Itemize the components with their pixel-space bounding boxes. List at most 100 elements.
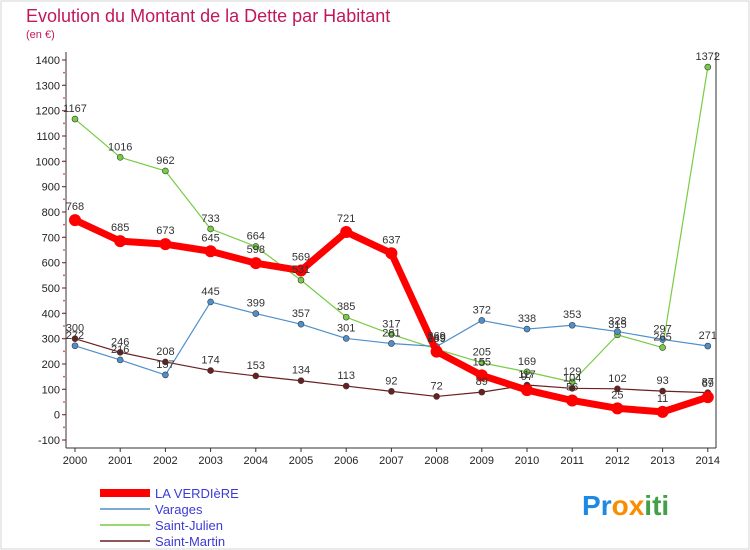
data-point xyxy=(656,405,669,418)
y-tick-label: 500 xyxy=(42,283,60,295)
y-minor-dot xyxy=(63,312,65,315)
x-tick-label: 2013 xyxy=(650,455,674,467)
data-label: 69 xyxy=(702,378,714,390)
logo-letter: x xyxy=(629,490,645,521)
data-point xyxy=(252,310,260,317)
data-point xyxy=(69,214,81,227)
data-point xyxy=(659,344,666,351)
data-point xyxy=(116,153,124,161)
y-minor-dot xyxy=(63,185,65,188)
x-tick-label: 2003 xyxy=(198,455,222,467)
data-point xyxy=(614,328,621,335)
data-point xyxy=(523,325,531,333)
data-label: 102 xyxy=(608,373,626,385)
data-point xyxy=(207,225,214,233)
y-minor-dot xyxy=(63,401,65,403)
x-tick-label: 2002 xyxy=(153,455,177,467)
data-point xyxy=(568,385,576,392)
y-minor-dot xyxy=(63,388,65,391)
data-label: 721 xyxy=(337,213,355,225)
data-point xyxy=(430,345,443,358)
y-minor-dot xyxy=(63,109,65,112)
y-tick-label: 400 xyxy=(42,308,60,320)
data-label: 169 xyxy=(518,356,536,368)
data-label: 157 xyxy=(156,359,174,371)
data-point xyxy=(521,384,533,397)
y-minor-dot xyxy=(63,236,65,239)
data-label: 531 xyxy=(292,264,310,276)
data-label: 385 xyxy=(337,301,355,313)
y-minor-dot xyxy=(63,337,65,340)
y-tick-label: -100 xyxy=(38,435,60,447)
data-label: 1372 xyxy=(696,51,720,63)
data-label: 25 xyxy=(611,389,623,401)
data-point xyxy=(207,367,214,374)
data-point xyxy=(71,342,79,350)
data-label: 11 xyxy=(657,393,668,405)
data-label: 598 xyxy=(247,244,265,256)
data-label: 56 xyxy=(566,381,578,393)
y-minor-dot xyxy=(63,426,65,429)
y-tick-label: 700 xyxy=(42,232,60,244)
data-point xyxy=(252,243,260,250)
data-label: 637 xyxy=(382,234,400,246)
y-minor-dot xyxy=(63,97,65,99)
y-minor-dot xyxy=(63,160,65,163)
data-point xyxy=(340,226,353,239)
x-tick-label: 2004 xyxy=(244,455,268,467)
data-point xyxy=(297,320,305,328)
x-tick-label: 2006 xyxy=(334,455,358,467)
data-point xyxy=(568,321,576,329)
y-minor-dot xyxy=(63,413,65,416)
data-point xyxy=(659,336,666,343)
data-point xyxy=(114,235,127,248)
data-point xyxy=(342,382,350,390)
data-point xyxy=(71,115,79,123)
data-label: 962 xyxy=(156,155,174,167)
data-label: 117 xyxy=(518,369,536,381)
logo-letter: r xyxy=(601,490,612,521)
y-minor-dot xyxy=(63,147,65,150)
legend-entry: Saint-Julien xyxy=(155,518,223,533)
data-point xyxy=(566,394,579,407)
data-point xyxy=(659,387,666,395)
data-point xyxy=(523,368,531,376)
data-point xyxy=(611,402,624,415)
data-point xyxy=(342,313,350,321)
x-tick-label: 2009 xyxy=(470,455,494,467)
legend-entry: LA VERDIèRE xyxy=(155,486,239,501)
data-point xyxy=(614,385,621,393)
x-tick-label: 2011 xyxy=(560,455,584,467)
x-tick-label: 2010 xyxy=(515,455,539,467)
x-tick-label: 2001 xyxy=(108,455,132,467)
data-label: 104 xyxy=(563,372,581,384)
y-tick-label: 900 xyxy=(42,182,60,194)
y-minor-dot xyxy=(63,135,65,137)
data-point xyxy=(701,391,714,404)
data-label: 399 xyxy=(247,298,265,310)
data-label: 93 xyxy=(656,375,668,387)
y-tick-label: 1000 xyxy=(36,156,60,168)
data-point xyxy=(385,247,398,260)
y-minor-dot xyxy=(63,261,65,264)
data-point xyxy=(116,356,124,364)
y-minor-dot xyxy=(63,299,65,302)
data-label: 317 xyxy=(382,318,400,330)
data-label: 281 xyxy=(382,327,400,339)
data-label: 372 xyxy=(473,304,491,316)
data-label: 97 xyxy=(521,371,533,383)
legend-entry: Varages xyxy=(155,502,203,517)
y-minor-dot xyxy=(63,71,65,74)
legend: LA VERDIèREVaragesSaint-JulienSaint-Mart… xyxy=(100,486,239,549)
data-label: 569 xyxy=(292,252,310,264)
y-tick-label: 600 xyxy=(42,258,60,270)
data-point xyxy=(388,331,395,338)
y-tick-label: 1200 xyxy=(36,106,60,118)
data-point xyxy=(204,245,217,258)
x-tick-label: 2012 xyxy=(605,455,629,467)
logo-letter: o xyxy=(612,490,629,521)
data-label: 315 xyxy=(608,319,626,331)
data-label: 72 xyxy=(430,380,442,392)
